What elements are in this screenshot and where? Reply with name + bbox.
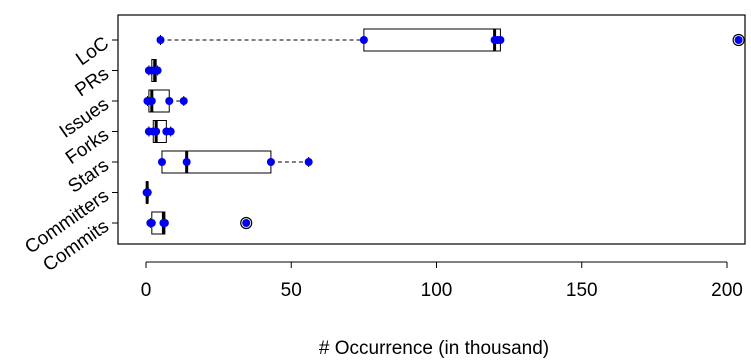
plot-frame — [117, 14, 746, 245]
x-axis-title: # Occurrence (in thousand) — [319, 338, 549, 359]
outlier-marker — [240, 216, 253, 230]
box-committers — [142, 181, 152, 204]
data-point — [304, 158, 313, 166]
data-point — [734, 36, 743, 44]
data-point — [147, 97, 156, 105]
y-tick-label: LoC — [72, 33, 113, 70]
data-point — [359, 36, 368, 44]
data-point — [156, 36, 165, 44]
box-commits — [146, 211, 253, 235]
x-tick-label: 150 — [566, 280, 598, 301]
data-point — [266, 158, 275, 166]
data-point — [153, 66, 162, 75]
box-loc — [156, 28, 745, 52]
data-point — [242, 219, 251, 227]
data-point — [157, 158, 166, 166]
data-point — [496, 36, 505, 44]
box-rect — [363, 28, 501, 52]
x-tick-label: 200 — [711, 280, 743, 301]
x-axis: 0 50 100 150 200 — [141, 261, 743, 301]
box-stars — [157, 150, 313, 174]
data-point — [166, 127, 175, 136]
data-point — [147, 219, 156, 227]
box-issues — [143, 89, 188, 113]
data-point — [160, 219, 169, 227]
box-forks — [144, 120, 175, 143]
data-point — [179, 97, 188, 105]
x-tick-label: 100 — [421, 280, 453, 301]
box-prs — [144, 59, 162, 82]
box-rect — [161, 150, 272, 174]
x-tick-label: 50 — [281, 280, 302, 301]
data-point — [152, 127, 161, 136]
data-point — [182, 158, 191, 166]
y-tick-label: PRs — [71, 63, 112, 101]
boxes — [142, 28, 745, 235]
data-point — [143, 188, 152, 197]
outlier-marker — [732, 33, 745, 47]
x-tick-label: 0 — [141, 280, 152, 301]
data-point — [165, 97, 174, 105]
